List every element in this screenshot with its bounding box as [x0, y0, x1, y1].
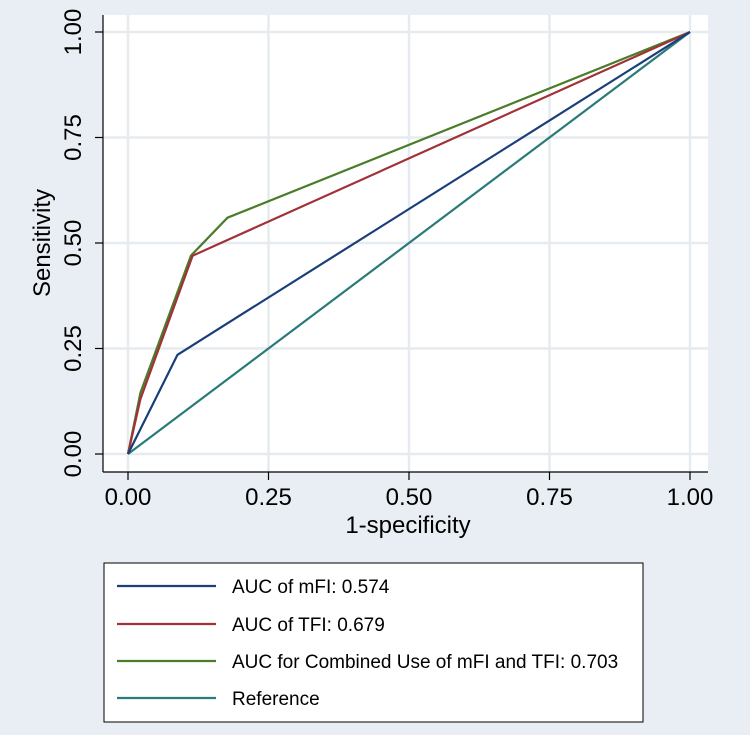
- series-line: [126, 30, 691, 455]
- series-layer: [126, 30, 691, 455]
- series-line: [127, 31, 691, 455]
- x-tick-label: 0.75: [526, 484, 573, 511]
- legend-label: AUC of TFI: 0.679: [232, 615, 385, 636]
- legend-label: AUC of mFI: 0.574: [232, 577, 390, 598]
- y-tick-label: 1.00: [60, 9, 87, 56]
- y-tick-label: 0.50: [60, 220, 87, 267]
- y-tick-label: 0.75: [60, 114, 87, 161]
- legend-label: AUC for Combined Use of mFI and TFI: 0.7…: [232, 652, 618, 673]
- legend-box: [103, 562, 644, 723]
- series-line: [127, 31, 691, 455]
- x-tick-label: 0.25: [245, 484, 292, 511]
- x-tick-label: 1.00: [667, 484, 714, 511]
- legend: AUC of mFI: 0.574 AUC of TFI: 0.679 AUC fo…: [117, 577, 618, 710]
- x-tick-label: 0.50: [386, 484, 433, 511]
- x-tick-label: 0.00: [105, 484, 152, 511]
- y-axis-title: Sensitivity: [29, 189, 56, 297]
- ticks: 0.00 0.25 0.50 0.75 1.00 0.00 0.25 0.50 0.75 1.00: [60, 9, 713, 511]
- y-tick-label: 0.00: [60, 431, 87, 478]
- y-tick-label: 0.25: [60, 325, 87, 372]
- legend-label: Reference: [232, 689, 320, 710]
- x-axis-title: 1-specificity: [345, 512, 470, 539]
